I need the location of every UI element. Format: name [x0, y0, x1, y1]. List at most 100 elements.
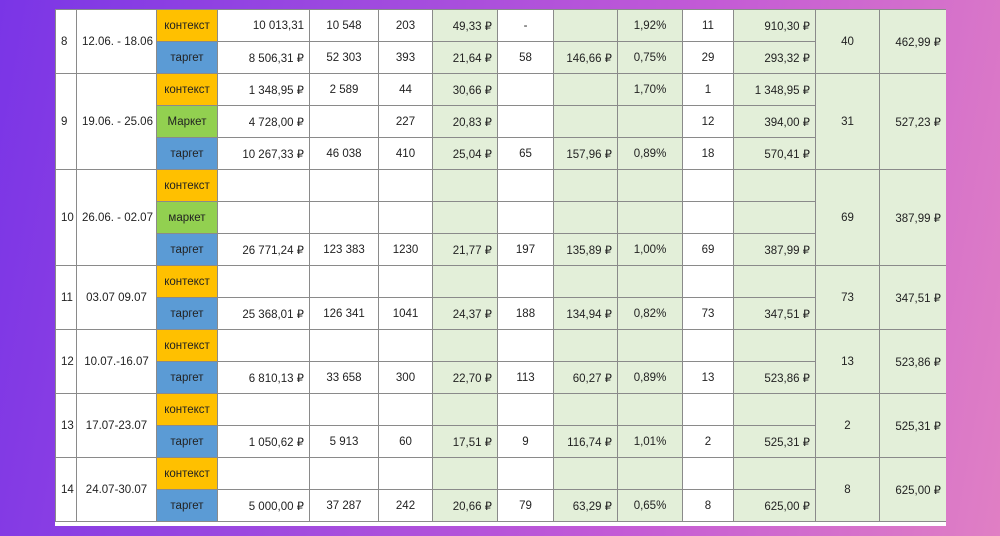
conversion-cell[interactable]: 1,00% — [617, 233, 683, 266]
channel-tag-kontekst[interactable]: контекст — [156, 265, 218, 298]
spend-cell[interactable]: 10 013,31 — [217, 9, 310, 42]
sales-cell[interactable] — [682, 457, 734, 490]
leads-cell[interactable] — [497, 457, 554, 490]
leads-cell[interactable] — [497, 265, 554, 298]
avg-cost-cell[interactable]: 347,51 ₽ — [879, 265, 946, 330]
clicks-cell[interactable]: 44 — [378, 73, 433, 106]
cost-per-lead-cell[interactable] — [553, 9, 618, 42]
cpc-cell[interactable] — [432, 457, 498, 490]
cpc-cell[interactable]: 49,33 ₽ — [432, 9, 498, 42]
leads-cell[interactable] — [497, 105, 554, 138]
avg-cost-cell[interactable]: 387,99 ₽ — [879, 169, 946, 266]
cpc-cell[interactable] — [432, 393, 498, 426]
conversion-cell[interactable]: 0,89% — [617, 137, 683, 170]
cost-per-sale-cell[interactable]: 347,51 ₽ — [733, 297, 816, 330]
avg-cost-cell[interactable]: 462,99 ₽ — [879, 9, 946, 74]
conversion-cell[interactable] — [617, 329, 683, 362]
impressions-cell[interactable] — [309, 201, 379, 234]
cpc-cell[interactable]: 21,77 ₽ — [432, 233, 498, 266]
cost-per-sale-cell[interactable] — [733, 393, 816, 426]
sales-cell[interactable] — [682, 201, 734, 234]
clicks-cell[interactable]: 393 — [378, 41, 433, 74]
total-sales-cell[interactable]: 8 — [815, 457, 880, 522]
sales-cell[interactable] — [682, 393, 734, 426]
week-number-cell[interactable]: 9 — [55, 73, 77, 170]
conversion-cell[interactable] — [617, 457, 683, 490]
cost-per-lead-cell[interactable]: 135,89 ₽ — [553, 233, 618, 266]
channel-tag-kontekst[interactable]: контекст — [156, 73, 218, 106]
cpc-cell[interactable]: 20,66 ₽ — [432, 489, 498, 522]
leads-cell[interactable] — [497, 169, 554, 202]
cost-per-lead-cell[interactable] — [553, 457, 618, 490]
cost-per-lead-cell[interactable] — [553, 201, 618, 234]
clicks-cell[interactable] — [378, 457, 433, 490]
cost-per-sale-cell[interactable]: 525,31 ₽ — [733, 425, 816, 458]
avg-cost-cell[interactable]: 625,00 ₽ — [879, 457, 946, 522]
impressions-cell[interactable]: 5 913 — [309, 425, 379, 458]
clicks-cell[interactable] — [378, 265, 433, 298]
total-sales-cell[interactable]: 2 — [815, 393, 880, 458]
cost-per-lead-cell[interactable] — [553, 329, 618, 362]
leads-cell[interactable]: 79 — [497, 489, 554, 522]
impressions-cell[interactable]: 33 658 — [309, 361, 379, 394]
clicks-cell[interactable]: 410 — [378, 137, 433, 170]
conversion-cell[interactable]: 0,65% — [617, 489, 683, 522]
sales-cell[interactable]: 11 — [682, 9, 734, 42]
impressions-cell[interactable]: 37 287 — [309, 489, 379, 522]
spend-cell[interactable]: 6 810,13 ₽ — [217, 361, 310, 394]
impressions-cell[interactable] — [309, 329, 379, 362]
cost-per-lead-cell[interactable]: 146,66 ₽ — [553, 41, 618, 74]
leads-cell[interactable]: 113 — [497, 361, 554, 394]
week-range-cell[interactable]: 03.07 09.07 — [76, 265, 157, 330]
impressions-cell[interactable]: 10 548 — [309, 9, 379, 42]
spend-cell[interactable]: 1 050,62 ₽ — [217, 425, 310, 458]
conversion-cell[interactable]: 1,70% — [617, 73, 683, 106]
cpc-cell[interactable] — [432, 265, 498, 298]
cost-per-lead-cell[interactable]: 134,94 ₽ — [553, 297, 618, 330]
leads-cell[interactable]: - — [497, 9, 554, 42]
sales-cell[interactable]: 2 — [682, 425, 734, 458]
sales-cell[interactable] — [682, 169, 734, 202]
cost-per-sale-cell[interactable]: 293,32 ₽ — [733, 41, 816, 74]
cpc-cell[interactable] — [432, 201, 498, 234]
cost-per-lead-cell[interactable]: 157,96 ₽ — [553, 137, 618, 170]
cpc-cell[interactable]: 20,83 ₽ — [432, 105, 498, 138]
week-range-cell[interactable]: 10.07.-16.07 — [76, 329, 157, 394]
week-number-cell[interactable]: 12 — [55, 329, 77, 394]
clicks-cell[interactable]: 300 — [378, 361, 433, 394]
clicks-cell[interactable] — [378, 393, 433, 426]
leads-cell[interactable]: 58 — [497, 41, 554, 74]
clicks-cell[interactable]: 203 — [378, 9, 433, 42]
sales-cell[interactable]: 69 — [682, 233, 734, 266]
sales-cell[interactable]: 73 — [682, 297, 734, 330]
cost-per-lead-cell[interactable]: 116,74 ₽ — [553, 425, 618, 458]
total-sales-cell[interactable]: 31 — [815, 73, 880, 170]
channel-tag-target[interactable]: таргет — [156, 425, 218, 458]
week-number-cell[interactable]: 14 — [55, 457, 77, 522]
channel-tag-kontekst[interactable]: контекст — [156, 169, 218, 202]
avg-cost-cell[interactable]: 525,31 ₽ — [879, 393, 946, 458]
sales-cell[interactable] — [682, 265, 734, 298]
leads-cell[interactable]: 65 — [497, 137, 554, 170]
cost-per-lead-cell[interactable] — [553, 265, 618, 298]
conversion-cell[interactable]: 1,01% — [617, 425, 683, 458]
sales-cell[interactable]: 8 — [682, 489, 734, 522]
cost-per-sale-cell[interactable]: 570,41 ₽ — [733, 137, 816, 170]
conversion-cell[interactable] — [617, 169, 683, 202]
cost-per-lead-cell[interactable] — [553, 393, 618, 426]
cost-per-sale-cell[interactable]: 910,30 ₽ — [733, 9, 816, 42]
week-range-cell[interactable]: 26.06. - 02.07 — [76, 169, 157, 266]
impressions-cell[interactable] — [309, 105, 379, 138]
spend-cell[interactable]: 10 267,33 ₽ — [217, 137, 310, 170]
week-range-cell[interactable]: 24.07-30.07 — [76, 457, 157, 522]
spend-cell[interactable] — [217, 329, 310, 362]
channel-tag-kontekst[interactable]: контекст — [156, 329, 218, 362]
cost-per-sale-cell[interactable] — [733, 265, 816, 298]
cpc-cell[interactable]: 25,04 ₽ — [432, 137, 498, 170]
conversion-cell[interactable] — [617, 201, 683, 234]
channel-tag-kontekst[interactable]: контекст — [156, 9, 218, 42]
week-number-cell[interactable]: 10 — [55, 169, 77, 266]
conversion-cell[interactable]: 1,92% — [617, 9, 683, 42]
clicks-cell[interactable] — [378, 201, 433, 234]
total-sales-cell[interactable]: 40 — [815, 9, 880, 74]
